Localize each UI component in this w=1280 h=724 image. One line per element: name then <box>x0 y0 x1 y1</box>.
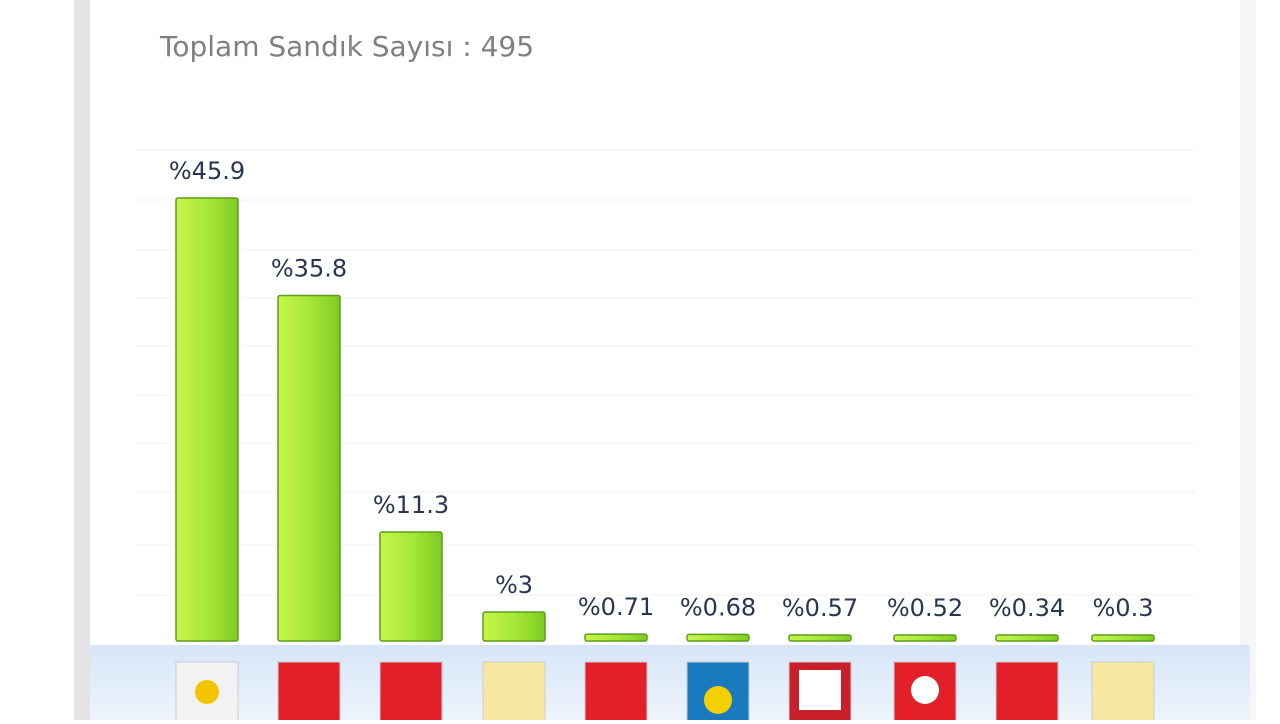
value-label: %0.68 <box>680 593 756 621</box>
party-logos <box>175 661 1155 723</box>
right-border <box>1240 0 1256 720</box>
bar <box>788 634 852 642</box>
value-label: %45.9 <box>169 157 245 185</box>
bar <box>995 634 1059 642</box>
bar <box>379 531 443 642</box>
bar <box>584 633 648 642</box>
chart-title: Toplam Sandık Sayısı : 495 <box>159 30 534 63</box>
value-label: %0.71 <box>578 593 654 621</box>
bar <box>1091 634 1155 642</box>
value-label: %11.3 <box>373 491 449 519</box>
value-label: %35.8 <box>271 254 347 282</box>
left-border <box>74 0 90 720</box>
value-label: %0.57 <box>782 594 858 622</box>
value-label: %0.52 <box>887 594 963 622</box>
bar <box>686 633 750 642</box>
value-label: %0.34 <box>989 594 1065 622</box>
bar <box>893 634 957 642</box>
bar <box>482 611 546 642</box>
value-label: %3 <box>495 571 533 599</box>
value-label: %0.3 <box>1093 594 1154 622</box>
bar <box>175 197 239 642</box>
logo-band <box>90 645 1250 720</box>
bar <box>277 294 341 642</box>
